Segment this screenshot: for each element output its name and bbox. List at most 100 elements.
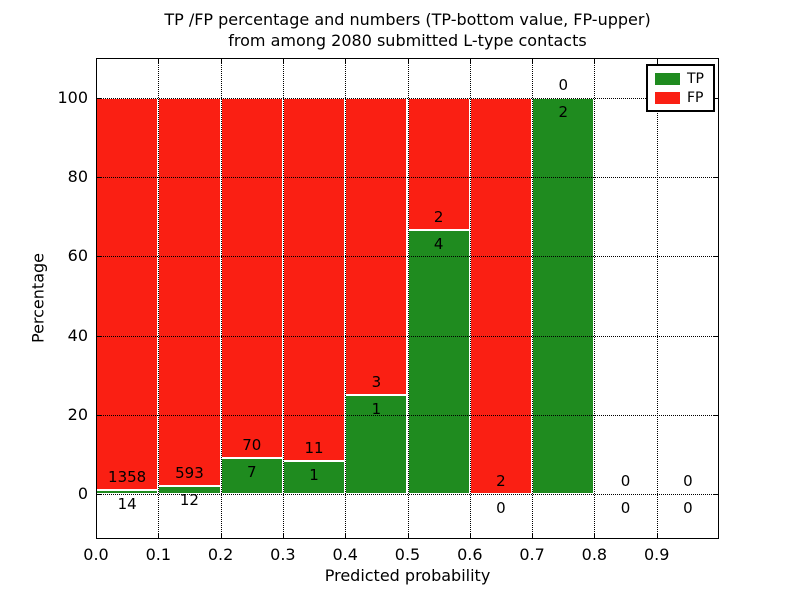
chart-title-line2: from among 2080 submitted L-type contact… [228,31,587,50]
gridline-y-20 [97,414,718,416]
x-tick-bottom [282,533,284,538]
x-tick-top [469,59,471,64]
x-tick-label-0.6: 0.6 [457,545,483,564]
fp-count-label-0.8-0.9: 0 [620,472,631,490]
y-tick-label-60: 60 [67,246,88,266]
fp-legend-swatch [655,91,680,104]
tp-count-label-0.9-1.0: 0 [683,499,693,517]
x-tick-label-0.7: 0.7 [519,545,545,564]
gridline-x-0.7 [532,59,534,538]
bar-segment-fp-0.2-0.3 [220,98,283,458]
bar-segment-tp-0.5-0.6 [407,230,470,494]
x-tick-top [96,59,97,64]
bar-segment-fp-0.1-0.2 [158,98,221,487]
x-tick-top [158,59,160,64]
fp-count-label-0.6-0.7: 2 [496,472,506,490]
tp-count-label-0.7-0.8: 2 [558,103,569,121]
gridline-y-40 [97,335,718,337]
legend-entry-tp: TP [655,72,706,86]
x-tick-label-0.4: 0.4 [332,545,358,564]
fp-count-label-0.9-1.0: 0 [683,472,693,490]
fp-count-label-0.0-0.1: 1358 [108,467,147,486]
x-tick-top [594,59,596,64]
x-tick-label-0.3: 0.3 [270,545,296,564]
gridline-x-0.4 [345,59,347,538]
fp-legend-label: FP [687,89,704,106]
y-tick-right [713,494,718,495]
x-tick-label-0.1: 0.1 [145,545,172,564]
x-tick-bottom [220,533,222,538]
x-tick-label-0.8: 0.8 [581,545,608,564]
tp-count-label-0.6-0.7: 0 [496,499,506,517]
fp-count-label-0.2-0.3: 70 [242,436,262,454]
chart-title-line1: TP /FP percentage and numbers (TP-bottom… [164,10,651,29]
bar-segment-tp-0.7-0.8 [532,98,595,494]
x-tick-top [345,59,347,64]
gridline-y-100 [97,98,718,99]
x-tick-label-0.9: 0.9 [643,545,670,564]
legend: TP FP [646,64,715,112]
y-tick-right [713,177,718,179]
x-tick-bottom [469,533,471,538]
fp-count-label-0.3-0.4: 11 [304,439,324,457]
y-tick-label-20: 20 [67,404,88,424]
gridline-y-0 [97,494,718,495]
gridline-y-60 [97,256,718,258]
tp-count-label-0.2-0.3: 7 [246,463,257,481]
y-tick-left [97,98,102,99]
y-tick-right [713,414,718,416]
tp-legend-swatch [655,72,680,85]
y-tick-left [97,256,102,258]
x-tick-bottom [96,533,97,538]
x-tick-label-0.5: 0.5 [394,545,421,564]
gridline-x-0.6 [469,59,471,538]
x-tick-bottom [594,533,596,538]
bar-segment-fp-0.4-0.5 [345,98,408,395]
tp-count-label-0.4-0.5: 1 [371,400,382,418]
y-tick-label-80: 80 [67,167,88,187]
y-tick-left [97,335,102,337]
x-tick-top [656,59,658,64]
y-tick-left [97,494,102,495]
gridline-x-0.3 [282,59,284,538]
gridline-x-0.9 [656,59,658,538]
bar-segment-tp-0.2-0.3 [220,458,283,494]
y-tick-right [713,98,718,99]
tp-count-label-0.1-0.2: 12 [179,491,199,510]
fp-count-label-0.5-0.6: 2 [433,208,444,226]
tp-count-label-0.0-0.1: 14 [117,494,137,513]
legend-entry-fp: FP [655,91,706,105]
bar-segment-tp-0.3-0.4 [282,461,346,494]
x-tick-bottom [158,533,160,538]
y-tick-left [97,414,102,416]
tp-count-label-0.8-0.9: 0 [620,499,631,517]
tp-count-label-0.3-0.4: 1 [309,466,319,484]
x-tick-top [532,59,534,64]
gridline-x-0.5 [407,59,409,538]
x-tick-label-0.2: 0.2 [207,545,234,564]
y-tick-label-0: 0 [77,484,88,503]
bar-segment-fp-0.0-0.1 [96,98,159,490]
tp-legend-label: TP [687,70,704,87]
x-tick-top [220,59,222,64]
x-tick-bottom [345,533,347,538]
gridline-x-0.2 [220,59,222,538]
x-tick-bottom [656,533,658,538]
gridline-y-80 [97,177,718,179]
tp-count-label-0.5-0.6: 4 [433,235,444,253]
bar-segment-fp-0.3-0.4 [282,98,346,461]
gridline-x-0.1 [158,59,160,538]
y-tick-label-100: 100 [57,88,88,107]
gridline-x-0.8 [594,59,596,538]
x-tick-label-0.0: 0.0 [83,545,109,564]
x-tick-bottom [532,533,534,538]
x-tick-top [407,59,409,64]
bar-segment-fp-0.6-0.7 [469,98,533,494]
fp-count-label-0.4-0.5: 3 [371,373,382,391]
y-tick-label-40: 40 [67,325,88,345]
x-tick-top [282,59,284,64]
y-tick-right [713,256,718,258]
y-tick-left [97,177,102,179]
y-tick-right [713,335,718,337]
